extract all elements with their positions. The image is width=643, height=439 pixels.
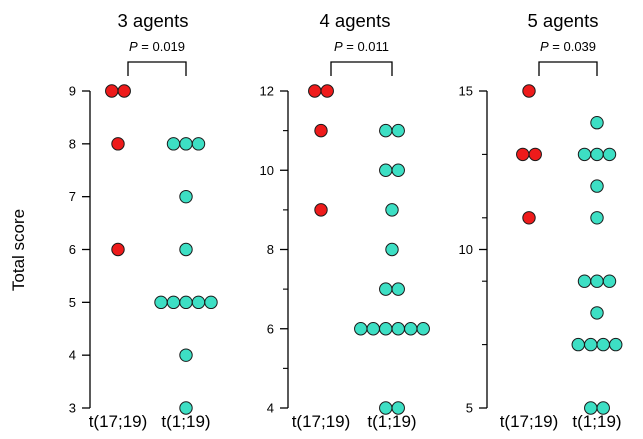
- data-point-t1-19: [154, 295, 168, 310]
- y-tick-label: 9: [69, 84, 76, 99]
- y-tick-label: 6: [267, 321, 274, 336]
- data-point-t1-19: [577, 274, 592, 288]
- data-point-t1-19: [596, 401, 610, 415]
- data-point-t1-19: [379, 401, 393, 415]
- panel-title: 3 agents: [118, 10, 189, 31]
- y-tick-label: 8: [267, 242, 274, 257]
- panel-2: 4 agents P = 0.011 4 6 8 10 12 t(17;19) t(1;19): [260, 10, 430, 431]
- data-point-t1-19: [391, 401, 405, 415]
- y-tick-label: 8: [69, 136, 76, 151]
- x-category-label: t(17;19): [500, 412, 559, 431]
- data-point-t1-19: [379, 282, 393, 296]
- data-point-t1-19: [416, 322, 430, 336]
- data-point-t1-19: [385, 242, 399, 257]
- y-tick-label: 7: [69, 189, 76, 204]
- data-point-t1-19: [590, 147, 604, 162]
- significance-bracket: [538, 61, 598, 76]
- data-point-t17-19: [314, 123, 328, 138]
- data-point-t1-19: [379, 163, 393, 177]
- data-point-t1-19: [366, 322, 380, 336]
- data-point-t1-19: [191, 295, 206, 310]
- data-point-t17-19: [105, 84, 119, 98]
- panel-1: 3 agents P = 0.019 3 4 5 6 7 8 9 t(17;19) t(1;19): [69, 10, 218, 431]
- data-point-t17-19: [320, 84, 334, 98]
- y-tick-label: 3: [69, 401, 76, 416]
- data-point-t1-19: [385, 203, 399, 217]
- x-category-label: t(17;19): [89, 412, 148, 431]
- y-tick-label: 5: [466, 401, 473, 416]
- data-point-t1-19: [179, 295, 193, 310]
- data-point-t1-19: [179, 348, 193, 362]
- data-point-t1-19: [179, 137, 193, 151]
- data-point-t1-19: [609, 337, 623, 352]
- data-point-t17-19: [111, 242, 125, 257]
- data-point-t1-19: [590, 274, 604, 288]
- data-point-t1-19: [166, 137, 181, 151]
- data-point-t1-19: [404, 322, 418, 336]
- data-point-t1-19: [590, 179, 604, 193]
- panel-title: 5 agents: [528, 10, 599, 31]
- data-point-t1-19: [391, 123, 405, 138]
- data-point-t1-19: [596, 337, 610, 352]
- data-point-t1-19: [391, 322, 405, 336]
- significance-bracket: [330, 61, 393, 76]
- y-axis-label: Total score: [9, 209, 28, 291]
- data-point-t1-19: [602, 147, 617, 162]
- y-tick-label: 10: [260, 163, 274, 178]
- data-point-t1-19: [602, 274, 617, 288]
- data-point-t1-19: [391, 282, 405, 296]
- panel-title: 4 agents: [320, 10, 391, 31]
- y-tick-label: 6: [69, 242, 76, 257]
- data-point-t1-19: [590, 306, 604, 320]
- data-point-t1-19: [179, 401, 193, 415]
- data-point-t1-19: [191, 137, 206, 151]
- y-tick-label: 4: [69, 348, 76, 363]
- data-point-t1-19: [379, 322, 393, 336]
- y-tick-label: 10: [459, 242, 473, 257]
- data-point-t1-19: [584, 337, 598, 352]
- data-point-t17-19: [522, 211, 536, 225]
- data-point-t1-19: [590, 116, 604, 130]
- p-value-label: P = 0.019: [129, 39, 185, 54]
- p-value-label: P = 0.011: [334, 39, 389, 54]
- x-category-label: t(1;19): [367, 412, 416, 431]
- y-tick-label: 15: [459, 84, 473, 99]
- data-point-t1-19: [354, 322, 368, 336]
- data-point-t1-19: [590, 211, 604, 225]
- data-point-t17-19: [522, 84, 536, 98]
- data-point-t1-19: [584, 401, 598, 415]
- data-point-t1-19: [179, 189, 193, 204]
- data-point-t17-19: [111, 137, 125, 151]
- data-point-t1-19: [571, 337, 585, 352]
- data-point-t1-19: [179, 242, 193, 257]
- y-tick-label: 5: [69, 295, 76, 310]
- significance-bracket: [127, 61, 187, 76]
- data-point-t17-19: [117, 84, 131, 98]
- data-point-t1-19: [577, 147, 592, 162]
- data-point-t17-19: [308, 84, 322, 98]
- data-point-t1-19: [204, 295, 218, 310]
- data-point-t1-19: [379, 123, 393, 138]
- y-tick-label: 12: [260, 84, 274, 99]
- p-value-label: P = 0.039: [540, 39, 596, 54]
- x-category-label: t(17;19): [292, 412, 351, 431]
- data-point-t1-19: [166, 295, 181, 310]
- data-point-t1-19: [391, 163, 405, 177]
- x-category-label: t(1;19): [572, 412, 621, 431]
- y-tick-label: 4: [267, 401, 274, 416]
- panel-3: 5 agents P = 0.039 5 10 15 t(17;19) t(1;19): [459, 10, 623, 431]
- x-category-label: t(1;19): [161, 412, 210, 431]
- data-point-t17-19: [528, 147, 542, 162]
- data-point-t17-19: [314, 203, 328, 217]
- data-point-t17-19: [516, 147, 530, 162]
